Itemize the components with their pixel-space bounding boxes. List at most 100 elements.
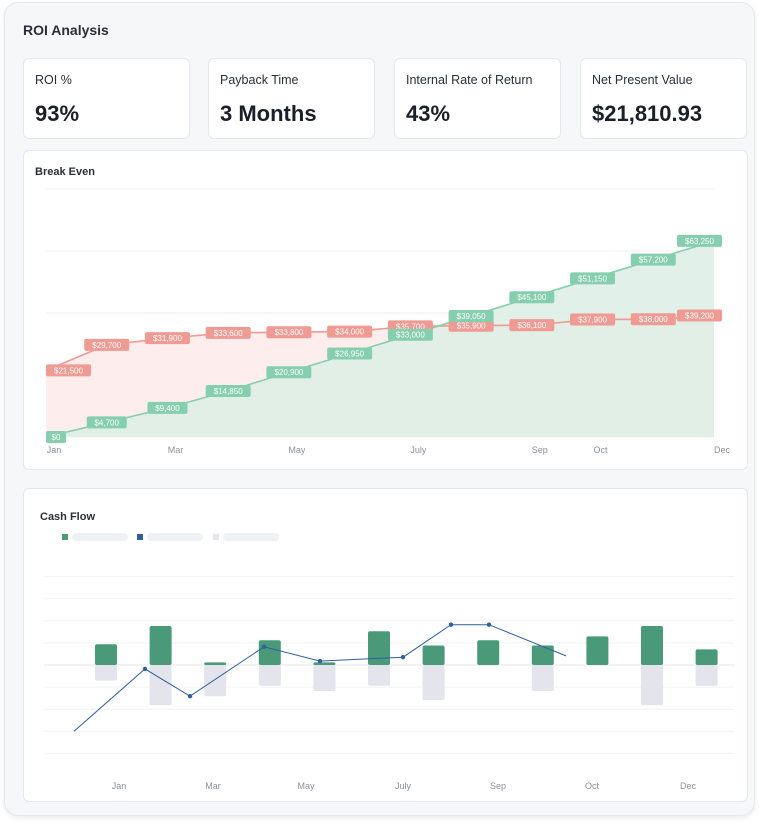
data-label-box <box>448 309 494 322</box>
bar-outflow <box>641 665 663 706</box>
net-point <box>142 666 148 672</box>
bar-outflow <box>695 665 718 686</box>
bar-inflow <box>422 645 445 665</box>
x-tick-label: Dec <box>714 445 731 455</box>
data-label-box <box>509 319 555 332</box>
x-tick-label: Oct <box>585 781 600 791</box>
data-label-text: $0 <box>52 433 61 442</box>
data-label-text: $14,850 <box>214 387 243 396</box>
data-label-text: $38,000 <box>639 315 668 324</box>
x-tick-label: Jan <box>112 781 127 791</box>
kpi-label: Internal Rate of Return <box>406 73 533 87</box>
legend-swatch <box>137 534 143 540</box>
data-label-text: $35,900 <box>457 322 486 331</box>
data-label-box <box>509 291 555 304</box>
data-label-box <box>387 328 433 341</box>
data-label-cost: $34,000 <box>327 325 373 338</box>
data-label-box <box>570 272 616 285</box>
data-label-return: $63,250 <box>677 234 722 247</box>
x-tick-label: Mar <box>168 445 184 455</box>
net-point <box>187 694 193 699</box>
bar-outflow <box>531 665 554 691</box>
data-label-return: $9,400 <box>147 401 188 414</box>
bar-inflow <box>313 662 336 665</box>
bar-inflow <box>695 649 718 665</box>
data-label-box <box>630 253 676 266</box>
bar-inflow <box>641 626 663 665</box>
x-tick-label: Dec <box>680 781 697 791</box>
x-tick-label: Sep <box>532 445 548 455</box>
net-point <box>448 622 454 627</box>
break-even-title: Break Even <box>35 166 95 178</box>
data-label-cost: $29,700 <box>84 338 130 351</box>
net-point <box>317 658 323 664</box>
data-label-cost: $35,900 <box>448 319 494 332</box>
area-return <box>46 240 714 437</box>
bar-inflow <box>586 636 609 665</box>
data-label-text: $35,700 <box>396 322 425 331</box>
data-label-box <box>677 309 722 322</box>
data-label-box <box>327 325 373 338</box>
kpi-label: ROI % <box>35 73 72 87</box>
data-label-return: $45,100 <box>509 291 555 304</box>
data-label-return: $33,000 <box>387 328 433 341</box>
data-label-box <box>46 364 91 377</box>
bar-inflow <box>368 631 390 665</box>
data-label-cost: $36,100 <box>509 319 555 332</box>
data-label-return: $39,050 <box>448 309 494 322</box>
data-label-text: $21,500 <box>54 366 83 375</box>
data-label-text: $37,900 <box>578 316 607 325</box>
data-label-box <box>147 401 188 414</box>
data-label-text: $36,100 <box>517 321 546 330</box>
data-label-return: $4,700 <box>86 416 127 429</box>
data-label-text: $29,700 <box>92 341 121 350</box>
bar-inflow <box>531 645 554 665</box>
x-tick-label: Jan <box>47 445 62 455</box>
data-label-text: $51,150 <box>578 274 607 283</box>
bar-inflow <box>149 626 172 665</box>
data-label-text: $33,000 <box>396 331 425 340</box>
data-label-box <box>86 416 127 429</box>
kpi-value: 93% <box>35 101 80 126</box>
bar-outflow <box>258 665 281 686</box>
data-label-box <box>144 332 190 345</box>
legend-label-placeholder <box>223 533 279 541</box>
legend-swatch <box>62 534 68 540</box>
data-label-box <box>677 234 722 247</box>
data-label-return: $14,850 <box>205 384 251 397</box>
bar-outflow <box>95 665 117 681</box>
data-label-text: $20,900 <box>274 368 303 377</box>
data-label-return: $51,150 <box>570 272 616 285</box>
legend-swatch <box>213 534 219 540</box>
x-tick-label: Sep <box>490 781 506 791</box>
kpi-value: 43% <box>406 101 451 126</box>
data-label-text: $33,800 <box>274 328 303 337</box>
data-label-cost: $38,000 <box>630 313 676 326</box>
data-label-text: $9,400 <box>155 404 180 413</box>
data-label-text: $45,100 <box>517 293 546 302</box>
data-label-box <box>266 326 312 339</box>
data-label-box <box>205 384 251 397</box>
data-label-return: $57,200 <box>630 253 676 266</box>
bar-inflow <box>258 640 281 665</box>
kpi-card-roi: ROI % 93% <box>23 58 190 139</box>
bar-outflow <box>313 665 336 691</box>
data-label-box <box>448 319 494 332</box>
bar-outflow <box>422 665 445 701</box>
kpi-value: 3 Months <box>220 101 317 126</box>
data-label-text: $31,900 <box>153 334 182 343</box>
data-label-return: $0 <box>46 431 66 443</box>
x-tick-label: Oct <box>594 445 609 455</box>
bar-outflow <box>149 665 172 706</box>
break-even-panel: Break Even Jan Mar May July Sep Oct Dec $21,500… <box>23 150 748 470</box>
legend-label-placeholder <box>147 533 203 541</box>
data-label-text: $34,000 <box>335 328 364 337</box>
data-label-cost: $33,600 <box>205 326 251 339</box>
data-label-return: $26,950 <box>327 347 373 360</box>
data-label-cost: $39,200 <box>677 309 722 322</box>
data-label-text: $39,200 <box>685 311 714 320</box>
kpi-label: Net Present Value <box>592 73 693 87</box>
cash-flow-chart: Jan Mar May July Sep Oct Dec <box>44 533 734 791</box>
data-label-box <box>630 313 676 326</box>
x-tick-label: July <box>395 781 412 791</box>
